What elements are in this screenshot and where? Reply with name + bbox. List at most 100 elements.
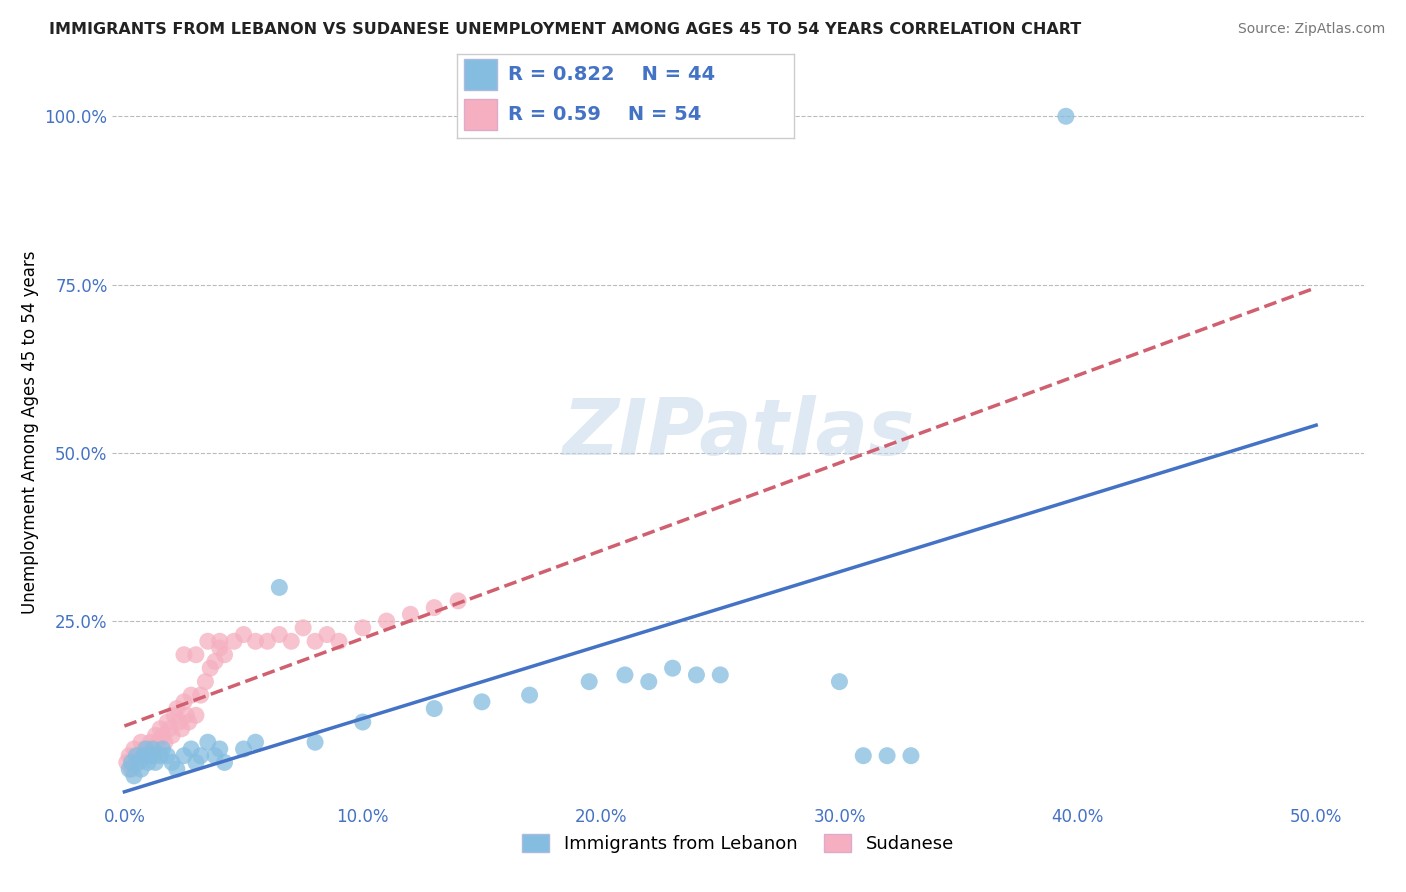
Point [423,600,446,615]
Point [304,634,326,648]
FancyBboxPatch shape [464,60,498,90]
Point [167,714,190,729]
Point [118,748,141,763]
Point [245,735,267,749]
Point [159,722,181,736]
Point [121,762,143,776]
Point [1054,109,1077,123]
Point [245,634,267,648]
Point [160,729,183,743]
Point [166,762,188,776]
Point [578,674,600,689]
Point [204,655,226,669]
Point [177,714,200,729]
Point [122,769,145,783]
Point [166,701,188,715]
Point [176,708,198,723]
Point [423,701,446,715]
Point [204,748,226,763]
Point [316,627,339,641]
Point [160,756,183,770]
Point [173,748,195,763]
Point [197,735,219,749]
Point [136,756,159,770]
Point [132,742,155,756]
Text: Source: ZipAtlas.com: Source: ZipAtlas.com [1237,22,1385,37]
Point [145,756,167,770]
Point [828,674,851,689]
Point [232,742,254,756]
Point [876,748,898,763]
Point [375,614,398,628]
Point [852,748,875,763]
Point [232,627,254,641]
Point [637,674,659,689]
Point [153,735,176,749]
Point [129,735,152,749]
Point [180,742,202,756]
Point [447,594,470,608]
Point [173,695,195,709]
Text: IMMIGRANTS FROM LEBANON VS SUDANESE UNEMPLOYMENT AMONG AGES 45 TO 54 YEARS CORRE: IMMIGRANTS FROM LEBANON VS SUDANESE UNEM… [49,22,1081,37]
Point [156,714,179,729]
Point [352,714,374,729]
Point [145,729,167,743]
Point [125,748,148,763]
Text: R = 0.822    N = 44: R = 0.822 N = 44 [508,65,714,84]
Point [269,581,291,595]
Point [208,634,231,648]
Point [139,748,162,763]
Point [156,748,179,763]
Point [115,756,138,770]
Point [292,621,315,635]
Point [471,695,494,709]
Point [190,748,212,763]
Legend: Immigrants from Lebanon, Sudanese: Immigrants from Lebanon, Sudanese [515,827,962,861]
Point [163,708,186,723]
Point [136,742,159,756]
Point [208,742,231,756]
Point [399,607,422,622]
Point [149,722,172,736]
Point [685,668,707,682]
Point [352,621,374,635]
Point [180,688,202,702]
Y-axis label: Unemployment Among Ages 45 to 54 years: Unemployment Among Ages 45 to 54 years [21,251,39,615]
Point [197,634,219,648]
Point [194,674,217,689]
Point [135,742,157,756]
Point [709,668,731,682]
Point [613,668,636,682]
Point [132,748,155,763]
Point [184,756,207,770]
Point [152,742,174,756]
Point [269,627,291,641]
Point [129,762,152,776]
Point [222,634,245,648]
Point [121,756,143,770]
Point [139,735,162,749]
Point [280,634,302,648]
Point [125,756,148,770]
Point [146,735,169,749]
Point [118,762,141,776]
Point [214,756,236,770]
Point [190,688,212,702]
Point [173,648,195,662]
Point [214,648,236,662]
Point [208,640,231,655]
Point [128,756,150,770]
Point [142,742,165,756]
FancyBboxPatch shape [464,99,498,130]
Point [200,661,222,675]
Point [519,688,541,702]
Point [328,634,350,648]
Point [900,748,922,763]
Point [135,748,157,763]
Point [170,722,193,736]
Point [128,748,150,763]
Point [149,748,172,763]
Point [152,729,174,743]
Text: ZIPatlas: ZIPatlas [562,394,914,471]
Point [184,708,207,723]
